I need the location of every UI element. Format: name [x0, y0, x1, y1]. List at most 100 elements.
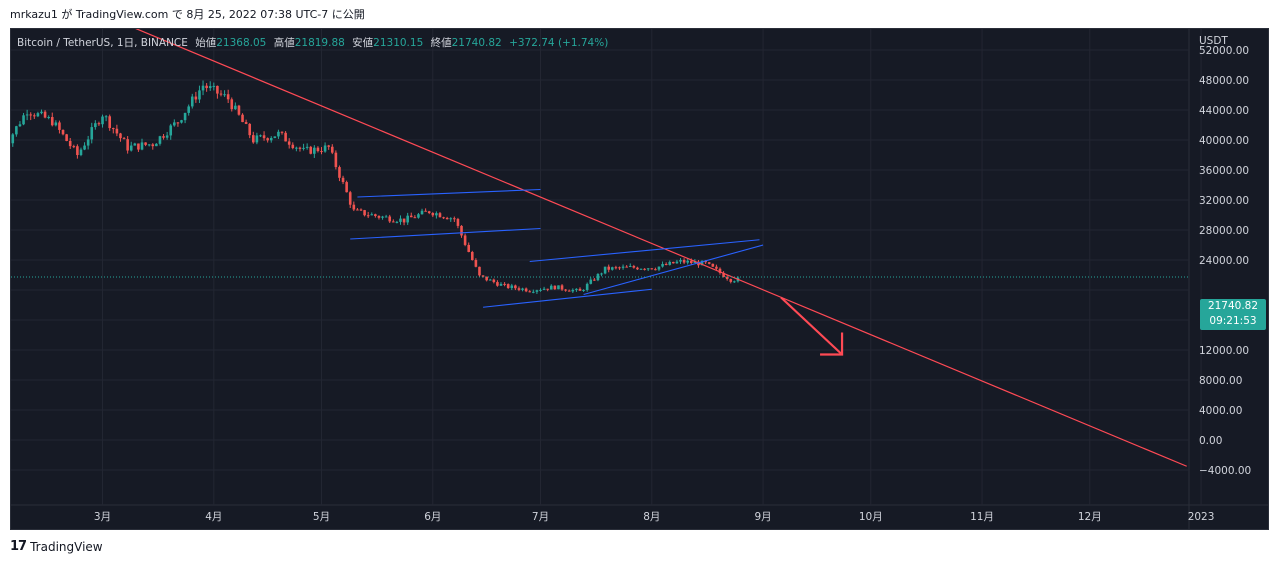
drawings — [11, 29, 1189, 467]
candle-body — [295, 147, 298, 149]
symbol-label[interactable]: Bitcoin / TetherUS, 1日, BINANCE — [17, 37, 188, 49]
low-value: 21310.15 — [373, 37, 424, 49]
candle-body — [661, 264, 664, 267]
candle-body — [266, 138, 269, 141]
candle-body — [11, 134, 15, 144]
open-value: 21368.05 — [216, 37, 267, 49]
candle-body — [646, 268, 650, 270]
candle-body — [223, 94, 226, 96]
high-label: 高値 — [273, 37, 295, 49]
candle-body — [628, 266, 632, 268]
candle-body — [478, 266, 481, 276]
price-axis[interactable]: 52000.00 48000.00 44000.00 40000.00 36000.00… — [1199, 45, 1251, 477]
candle-body — [445, 217, 449, 220]
last-price-badge: 21740.82 09:21:53 — [1200, 299, 1266, 330]
candle-body — [700, 260, 704, 266]
candle-body — [198, 90, 201, 100]
candle-body — [320, 151, 323, 153]
candle-body — [496, 282, 499, 286]
candle-body — [370, 214, 374, 216]
candle-body — [76, 146, 79, 156]
chart-panel[interactable]: 52000.00 48000.00 44000.00 40000.00 36000.00… — [10, 28, 1269, 530]
tradingview-logo-icon: 17 — [10, 539, 27, 554]
footer-brand-text: TradingView — [30, 539, 103, 554]
candle-body — [47, 117, 50, 119]
candle-body — [126, 139, 129, 151]
bar-countdown: 09:21:53 — [1209, 315, 1257, 327]
x-tick-label: 10月 — [859, 511, 883, 523]
candle-body — [657, 266, 661, 270]
time-axis[interactable]: 3月 4月 5月 6月 7月 8月 9月 10月 11月 12月 2023 — [94, 511, 1215, 523]
chart-canvas[interactable]: 52000.00 48000.00 44000.00 40000.00 36000.00… — [11, 29, 1269, 530]
candle-body — [532, 291, 535, 293]
candle-body — [582, 289, 585, 291]
candle-body — [129, 145, 133, 151]
candle-body — [399, 218, 402, 222]
candle-body — [111, 128, 115, 130]
candle-body — [488, 279, 492, 281]
candle-body — [248, 123, 252, 136]
candle-body — [25, 114, 29, 116]
candle-body — [514, 285, 517, 289]
candles — [11, 80, 740, 294]
y-tick-label: 52000.00 — [1199, 45, 1249, 57]
candle-body — [40, 111, 43, 114]
candle-body — [733, 281, 736, 283]
candle-body — [305, 146, 309, 148]
candle-body — [686, 260, 689, 263]
candle-body — [481, 275, 485, 277]
candle-body — [58, 122, 61, 130]
candle-body — [668, 261, 672, 265]
candle-body — [309, 146, 313, 154]
candle-body — [226, 94, 230, 100]
x-tick-label: 11月 — [970, 511, 994, 523]
x-tick-label: 3月 — [94, 511, 111, 523]
candle-body — [33, 115, 36, 117]
candle-body — [287, 141, 291, 145]
candle-body — [704, 260, 707, 263]
x-tick-label: 9月 — [754, 511, 771, 523]
candle-body — [384, 216, 388, 218]
candle-body — [255, 135, 259, 143]
candle-body — [539, 289, 542, 291]
y-tick-label: 12000.00 — [1199, 345, 1249, 357]
candle-body — [298, 147, 302, 149]
candle-body — [180, 120, 183, 123]
candle-body — [190, 96, 194, 107]
candle-body — [729, 279, 733, 282]
candle-body — [442, 217, 445, 219]
y-tick-label: 44000.00 — [1199, 105, 1249, 117]
candle-body — [460, 225, 463, 236]
grid — [11, 29, 1202, 505]
candle-body — [201, 85, 205, 91]
candle-body — [672, 261, 675, 264]
candle-body — [524, 288, 528, 292]
candle-body — [707, 262, 711, 264]
footer-brand[interactable]: 17 TradingView — [10, 539, 103, 554]
candle-body — [402, 218, 406, 223]
candle-body — [176, 122, 180, 124]
candle-body — [510, 285, 514, 289]
candle-body — [567, 290, 571, 292]
candle-body — [280, 131, 284, 133]
candle-body — [252, 135, 255, 143]
candle-body — [366, 215, 370, 217]
candle-body — [94, 123, 97, 128]
candle-body — [86, 139, 90, 146]
candle-body — [650, 268, 654, 270]
candle-body — [122, 138, 126, 140]
candle-body — [625, 266, 628, 268]
candle-body — [133, 143, 137, 146]
candle-body — [377, 216, 381, 218]
candle-body — [664, 264, 668, 266]
candle-body — [18, 124, 22, 127]
candle-body — [388, 216, 392, 222]
candle-body — [241, 114, 244, 123]
candle-body — [183, 112, 187, 121]
candle-body — [50, 117, 54, 126]
y-tick-label: 32000.00 — [1199, 195, 1249, 207]
candle-body — [194, 96, 198, 100]
candle-body — [427, 211, 431, 213]
y-tick-label: 8000.00 — [1199, 375, 1242, 387]
candle-body — [162, 136, 165, 138]
